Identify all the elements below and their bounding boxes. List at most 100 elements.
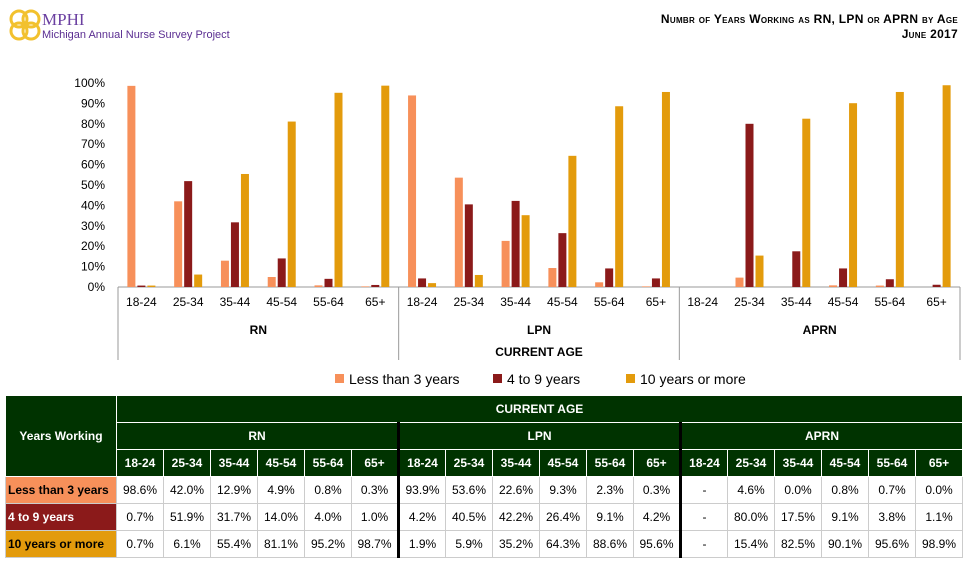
bar-rn-65+-2 <box>381 85 390 287</box>
legend-swatch <box>626 374 635 383</box>
age-header: 25-34 <box>163 449 211 477</box>
table-cell: 42.2% <box>492 503 540 531</box>
x-tick-label: 65+ <box>365 295 385 309</box>
table-cell: - <box>679 530 728 558</box>
x-tick-label: 55-64 <box>874 295 905 309</box>
row-label: 10 years or more <box>5 530 117 558</box>
table-cell: 55.4% <box>210 530 258 558</box>
x-tick-label: 35-44 <box>781 295 812 309</box>
table-cell: - <box>679 503 728 531</box>
x-tick-label: 25-34 <box>453 295 484 309</box>
brand-subtitle: Michigan Annual Nurse Survey Project <box>42 29 230 41</box>
page-title: Numbr of Years Working as RN, LPN or APR… <box>661 12 958 42</box>
x-axis-title: CURRENT AGE <box>495 345 583 359</box>
age-header: 55-64 <box>586 449 634 477</box>
table-cell: 0.3% <box>351 476 399 504</box>
bar-lpn-25-34-2 <box>474 274 483 287</box>
bar-lpn-18-24-1 <box>418 278 427 287</box>
age-header: 65+ <box>915 449 963 477</box>
title-line-1: Numbr of Years Working as RN, LPN or APR… <box>660 12 958 26</box>
table-cell: 5.9% <box>445 530 493 558</box>
y-tick-label: 40% <box>81 198 105 212</box>
bar-rn-35-44-1 <box>230 222 239 287</box>
y-tick-label: 100% <box>74 76 105 90</box>
table-cell: 2.3% <box>586 476 634 504</box>
x-tick-label: 18-24 <box>407 295 438 309</box>
age-header: 25-34 <box>727 449 775 477</box>
table-cell: 53.6% <box>445 476 493 504</box>
table-cell: 14.0% <box>257 503 305 531</box>
table-cell: 0.0% <box>774 476 822 504</box>
table-cell: 40.5% <box>445 503 493 531</box>
table-cell: 42.0% <box>163 476 211 504</box>
table-cell: 1.1% <box>915 503 963 531</box>
group-label: APRN <box>803 323 837 337</box>
bar-rn-35-44-0 <box>220 260 229 287</box>
table-cell: 31.7% <box>210 503 258 531</box>
bar-aprn-25-34-2 <box>755 255 764 287</box>
bar-lpn-35-44-2 <box>521 215 530 287</box>
age-header: 45-54 <box>257 449 305 477</box>
age-header: 55-64 <box>304 449 352 477</box>
group-label: RN <box>250 323 267 337</box>
table-row: Less than 3 years 98.6% 42.0% 12.9% 4.9% 0.8%… <box>5 476 963 504</box>
table-cell: 9.1% <box>586 503 634 531</box>
bar-lpn-55-64-1 <box>605 268 614 287</box>
age-header: 55-64 <box>868 449 916 477</box>
y-tick-label: 50% <box>81 178 105 192</box>
bar-aprn-65+-2 <box>942 85 951 287</box>
table-cell: 15.4% <box>727 530 775 558</box>
age-header: 18-24 <box>397 449 446 477</box>
age-header: 25-34 <box>445 449 493 477</box>
table-cell: 0.7% <box>116 503 164 531</box>
table-cell: 9.3% <box>539 476 587 504</box>
age-header: 65+ <box>351 449 399 477</box>
bar-lpn-35-44-0 <box>501 240 510 287</box>
legend-label: Less than 3 years <box>349 371 460 387</box>
legend-label: 4 to 9 years <box>507 371 580 387</box>
bar-rn-25-34-0 <box>174 201 183 287</box>
table-cell: - <box>679 476 728 504</box>
age-header: 35-44 <box>774 449 822 477</box>
x-tick-label: 35-44 <box>500 295 531 309</box>
table-cell: 88.6% <box>586 530 634 558</box>
table-cell: 98.6% <box>116 476 164 504</box>
row-label: 4 to 9 years <box>5 503 117 531</box>
bar-lpn-45-54-2 <box>568 155 577 287</box>
y-tick-label: 80% <box>81 117 105 131</box>
table-cell: 82.5% <box>774 530 822 558</box>
x-tick-label: 65+ <box>646 295 666 309</box>
age-header: 45-54 <box>821 449 869 477</box>
bar-aprn-55-64-1 <box>885 279 894 287</box>
bar-aprn-45-54-2 <box>849 103 858 287</box>
table-cell: 1.9% <box>397 530 446 558</box>
x-tick-label: 45-54 <box>266 295 297 309</box>
bar-lpn-25-34-0 <box>454 177 463 287</box>
table-cell: 22.6% <box>492 476 540 504</box>
legend-swatch <box>335 374 344 383</box>
group-header: LPN <box>397 422 681 450</box>
bar-rn-45-54-2 <box>287 121 296 287</box>
x-tick-label: 55-64 <box>313 295 344 309</box>
x-tick-label: 45-54 <box>547 295 578 309</box>
bar-aprn-25-34-1 <box>745 123 754 287</box>
age-header: 18-24 <box>679 449 728 477</box>
bar-rn-35-44-2 <box>240 173 249 287</box>
bar-lpn-65+-0 <box>641 286 650 287</box>
y-tick-label: 0% <box>88 280 106 294</box>
bar-lpn-55-64-0 <box>595 282 604 287</box>
bar-rn-45-54-0 <box>267 277 276 287</box>
group-header: APRN <box>679 422 963 450</box>
table-cell: 6.1% <box>163 530 211 558</box>
legend-swatch <box>493 374 502 383</box>
age-header: 65+ <box>633 449 681 477</box>
bar-rn-18-24-0 <box>127 85 136 287</box>
bar-lpn-35-44-1 <box>511 200 520 287</box>
table-cell: 17.5% <box>774 503 822 531</box>
x-tick-label: 45-54 <box>828 295 859 309</box>
bar-aprn-45-54-1 <box>839 268 848 287</box>
table-cell: 0.8% <box>821 476 869 504</box>
bar-lpn-55-64-2 <box>615 106 624 287</box>
bar-lpn-25-34-1 <box>464 204 473 287</box>
